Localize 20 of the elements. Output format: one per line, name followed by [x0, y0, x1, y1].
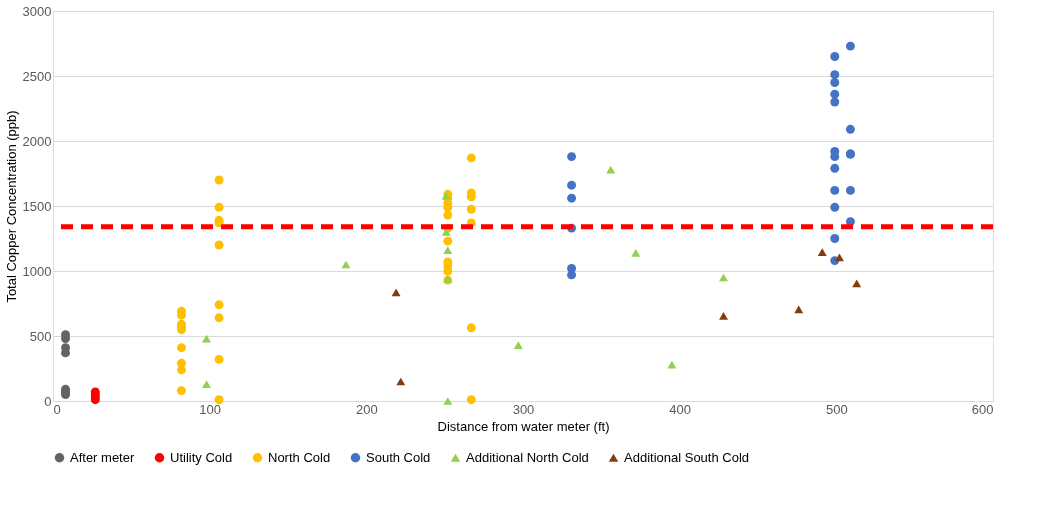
x-tick-label: 200: [355, 401, 378, 417]
y-tick-label: 500: [29, 328, 52, 344]
y-tick-label: 2500: [22, 68, 52, 84]
x-tick-label: 100: [199, 401, 222, 417]
y-tick-label: 2000: [22, 133, 52, 149]
y-tick-label: 3000: [22, 3, 52, 19]
legend-label: South Cold: [366, 449, 431, 465]
legend-label: After meter: [70, 449, 135, 465]
y-tick-label: 1500: [22, 198, 52, 214]
x-tick-label: 400: [669, 401, 692, 417]
legend-label: Additional South Cold: [624, 449, 750, 465]
y-axis-title: Total Copper Concentration (ppb): [3, 110, 19, 303]
legend-label: North Cold: [268, 449, 331, 465]
y-tick-label: 1000: [22, 263, 52, 279]
legend-label: Utility Cold: [170, 449, 233, 465]
x-tick-label: 300: [512, 401, 535, 417]
legend-label: Additional North Cold: [466, 449, 589, 465]
x-axis-title: Distance from water meter (ft): [437, 418, 610, 434]
x-tick-label: 600: [971, 401, 994, 417]
x-tick-label: 500: [825, 401, 848, 417]
